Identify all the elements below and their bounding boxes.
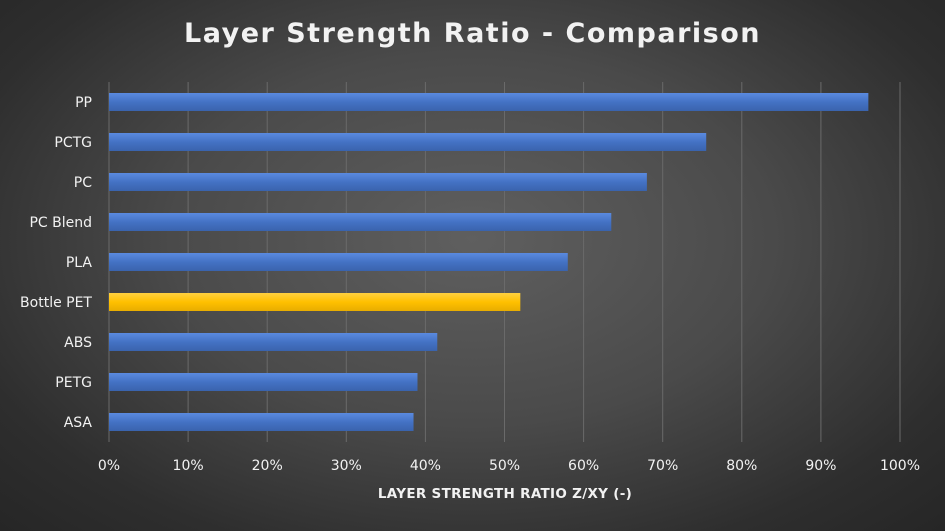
x-tick-label: 60% [568,458,599,474]
bar-pctg [109,133,707,151]
category-label: PC Blend [29,215,92,231]
bar-pla [109,253,568,271]
bar-pc [109,173,647,191]
x-tick-labels: 0% 10% 20% 30% 40% 50% 60% 70% 80% 90% 100% [98,458,920,474]
x-tick-label: 10% [173,458,204,474]
category-labels: PP PCTG PC PC Blend PLA Bottle PET ABS PETG ASA [20,95,92,431]
category-label: ASA [64,415,93,431]
category-label: PCTG [54,135,92,151]
category-label: PC [74,175,92,191]
x-tick-label: 80% [726,458,757,474]
x-tick-label: 90% [805,458,836,474]
bars [109,93,869,431]
bar-pp [109,93,869,111]
bar-abs [109,333,438,351]
bar-pc-blend [109,213,612,231]
chart-title: Layer Strength Ratio - Comparison [184,18,761,49]
category-label: PP [75,95,92,111]
category-label: PLA [66,255,93,271]
x-tick-label: 40% [410,458,441,474]
x-tick-label: 0% [98,458,120,474]
x-tick-label: 30% [331,458,362,474]
x-tick-label: 100% [880,458,920,474]
bar-bottle-pet [109,293,521,311]
x-axis-label: LAYER STRENGTH RATIO Z/XY (-) [377,486,633,502]
bar-asa [109,413,414,431]
category-label: PETG [55,375,92,391]
x-tick-label: 50% [489,458,520,474]
x-tick-label: 70% [647,458,678,474]
bar-petg [109,373,418,391]
x-tick-label: 20% [252,458,283,474]
category-label: Bottle PET [20,295,92,311]
category-label: ABS [64,335,92,351]
